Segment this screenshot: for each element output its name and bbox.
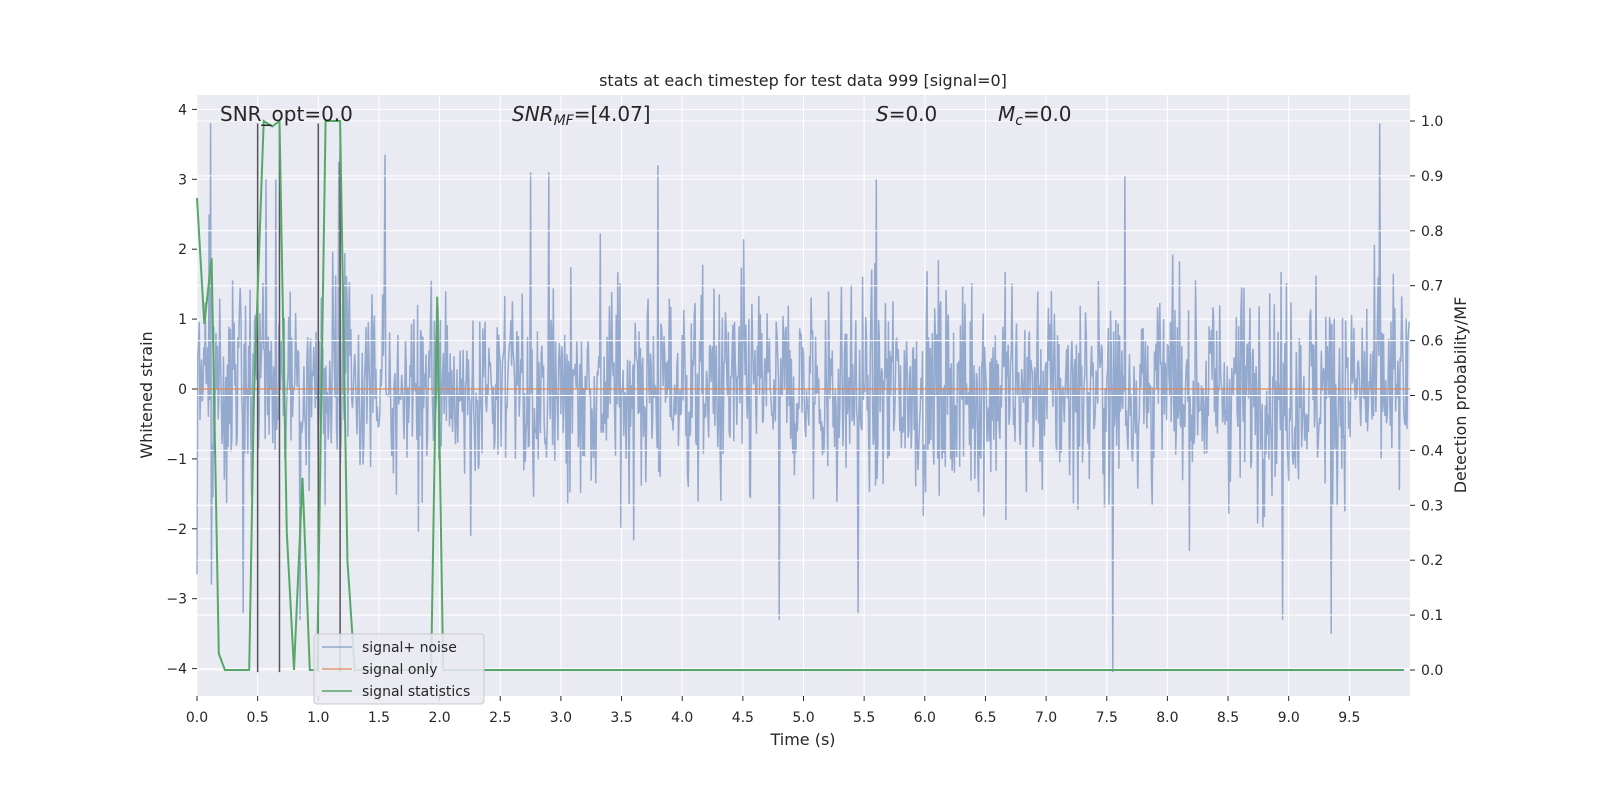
y2-tick-label: 0.6	[1421, 334, 1443, 350]
y-tick-label: 2	[178, 242, 187, 258]
x-tick-label: 5.0	[792, 710, 814, 726]
x-tick-label: 1.5	[368, 710, 390, 726]
noise-series	[196, 123, 1410, 673]
noise-trace	[196, 123, 1410, 673]
x-axis: 0.0 0.5 1.0 1.5 2.0 2.5 3.0 3.5 4.0 4.5 5.0 5.5 6.0 6…	[186, 696, 1360, 726]
legend-label-noise: signal+ noise	[362, 640, 457, 656]
y-tick-label: −4	[166, 662, 187, 678]
x-tick-label: 4.5	[732, 710, 754, 726]
x-tick-label: 9.0	[1278, 710, 1300, 726]
x-tick-label: 1.0	[307, 710, 329, 726]
legend: signal+ noise signal only signal statist…	[313, 633, 485, 705]
y2-tick-label: 1.0	[1421, 114, 1443, 130]
x-tick-label: 3.0	[550, 710, 572, 726]
y2-tick-label: 0.8	[1421, 224, 1443, 240]
chart-title: stats at each timestep for test data 999…	[599, 71, 1007, 90]
x-tick-label: 8.5	[1217, 710, 1239, 726]
annotation-s: S=0.0	[876, 102, 937, 126]
y-tick-label: −2	[166, 522, 187, 538]
x-tick-label: 6.0	[914, 710, 936, 726]
left-axis: −4 −3 −2 −1 0 1 2 3 4	[166, 102, 197, 678]
x-tick-label: 2.0	[428, 710, 450, 726]
y2-tick-label: 0.0	[1421, 663, 1443, 679]
annotation-mc: Mc=0.0	[998, 102, 1072, 129]
y-tick-label: −3	[166, 592, 187, 608]
y2-tick-label: 0.1	[1421, 608, 1443, 624]
x-tick-label: 0.0	[186, 710, 208, 726]
x-tick-label: 6.5	[974, 710, 996, 726]
y2-axis-label: Detection probability/MF	[1451, 297, 1470, 494]
y-tick-label: 1	[178, 312, 187, 328]
y2-tick-label: 0.5	[1421, 389, 1443, 405]
y2-tick-label: 0.7	[1421, 279, 1443, 295]
legend-label-stats: signal statistics	[362, 684, 470, 700]
x-tick-label: 0.5	[247, 710, 269, 726]
x-tick-label: 8.0	[1156, 710, 1178, 726]
y-tick-label: 4	[178, 102, 187, 118]
x-axis-label: Time (s)	[769, 730, 835, 749]
y2-tick-label: 0.3	[1421, 498, 1443, 514]
x-tick-label: 5.5	[853, 710, 875, 726]
x-tick-label: 2.5	[489, 710, 511, 726]
annotation-snr-mf: SNRMF=[4.07]	[512, 102, 651, 129]
x-tick-label: 4.0	[671, 710, 693, 726]
x-tick-label: 7.5	[1096, 710, 1118, 726]
y-tick-label: 3	[178, 172, 187, 188]
annotation-snr-opt: SNR_opt=0.0	[220, 102, 353, 126]
y-tick-label: 0	[178, 382, 187, 398]
y2-tick-label: 0.4	[1421, 443, 1443, 459]
x-tick-label: 3.5	[610, 710, 632, 726]
x-tick-label: 7.0	[1035, 710, 1057, 726]
x-tick-label: 9.5	[1338, 710, 1360, 726]
right-axis: 0.0 0.1 0.2 0.3 0.4 0.5 0.6 0.7 0.8 0.9 1.0	[1410, 114, 1443, 679]
y2-tick-label: 0.9	[1421, 169, 1443, 185]
legend-label-signal: signal only	[362, 662, 437, 678]
y-axis-label: Whitened strain	[137, 331, 156, 458]
legend-box	[313, 633, 485, 705]
y2-tick-label: 0.2	[1421, 553, 1443, 569]
y-tick-label: −1	[166, 452, 187, 468]
